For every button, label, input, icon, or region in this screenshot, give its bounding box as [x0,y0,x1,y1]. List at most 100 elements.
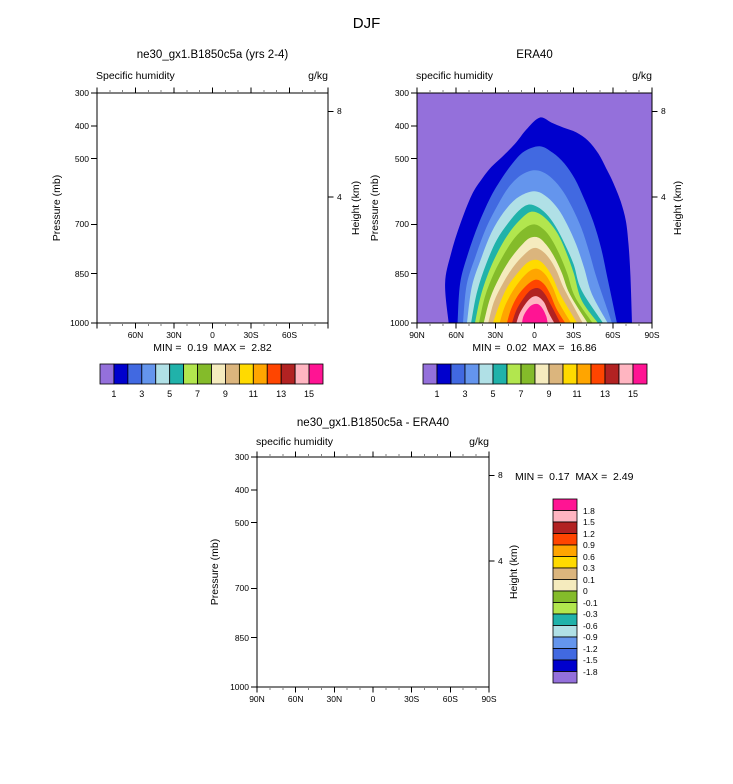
era40-units-label: g/kg [632,70,652,82]
era40-pressure-tick-label: 850 [394,268,409,279]
diff-legend-tick-label: -0.9 [583,631,598,642]
model-colorbar-tick-label: 7 [195,389,201,399]
diff-pressure-tick-label: 400 [234,484,249,495]
model-units-label: g/kg [308,70,328,82]
diff-legend-tick-label: -0.3 [583,608,598,619]
era40-lat-tick-label: 30S [566,330,582,340]
diff-legend-tick-label: 0 [583,585,588,596]
diff-legend-tick-label: -1.5 [583,654,598,665]
era40-pressure-tick-label: 500 [394,153,409,164]
model-lat-tick-label: 30N [166,330,182,340]
diff-pressure-tick-label: 500 [234,517,249,528]
model-height-tick-label: 4 [337,191,342,202]
model-pressure-axis-label: Pressure (mb) [50,174,63,242]
model-lat-tick-label: 30S [243,330,259,340]
diff-lat-tick-label: 60N [287,694,304,704]
era40-lat-tick-label: 90N [409,330,425,340]
diff-height-tick-label: 8 [498,470,503,481]
model-pressure-tick-label: 400 [74,120,89,131]
era40-pressure-axis-label: Pressure (mb) [368,174,381,242]
era40-variable-label: specific humidity [416,70,494,82]
model-colorbar-tick-label: 9 [222,389,228,399]
diff-pressure-axis-label: Pressure (mb) [208,538,221,606]
model-colorbar-tick-label: 1 [111,389,117,399]
model-lat-tick-label: 60S [281,330,298,340]
diff-legend-tick-label: -1.8 [583,666,598,677]
diff-lat-tick-label: 30S [404,694,420,704]
diff-panel-title: ne30_gx1.B1850c5a - ERA40 [296,417,450,429]
diff-pressure-tick-label: 1000 [230,681,249,692]
diff-height-tick-label: 4 [498,555,503,566]
diff-pressure-tick-label: 300 [234,451,249,462]
model-pressure-tick-label: 1000 [70,317,89,328]
era40-minmax-stats: MIN = 0.02 MAX = 16.86 [472,342,597,354]
diff-minmax-stats: MIN = 0.17 MAX = 2.49 [515,471,634,483]
diff-legend-tick-label: 1.5 [583,516,595,527]
diff-legend-tick-label: 0.3 [583,562,595,573]
era40-lat-tick-label: 30N [487,330,504,340]
era40-colorbar-tick-label: 9 [546,389,552,399]
model-colorbar-tick-label: 5 [167,389,173,399]
diff-legend-tick-label: -1.2 [583,643,598,654]
era40-lat-tick-label: 0 [532,330,537,340]
era40-panel-title: ERA40 [516,49,553,61]
model-variable-label: Specific humidity [96,70,175,82]
model-pressure-tick-label: 500 [74,153,89,164]
diff-lat-tick-label: 0 [370,694,376,704]
diff-legend-tick-label: 0.1 [583,574,595,585]
era40-pressure-tick-label: 400 [394,120,409,131]
page-title: DJF [352,15,381,32]
era40-height-axis-label: Height (km) [671,180,684,236]
era40-colorbar [422,363,648,385]
diff-pressure-tick-label: 700 [234,583,249,594]
era40-colorbar-tick-label: 5 [490,389,496,399]
era40-colorbar-tick-label: 13 [599,389,611,399]
diff-legend-tick-label: -0.6 [583,620,598,631]
diff-legend-tick-label: 1.2 [583,528,595,539]
diff-lat-tick-label: 90N [249,694,265,704]
model-colorbar-tick-label: 15 [304,389,315,399]
model-panel-axes [91,87,334,329]
model-pressure-tick-label: 300 [74,87,89,98]
diff-legend-tick-label: 0.6 [583,551,595,562]
diff-lat-tick-label: 90S [481,694,497,704]
diff-pressure-tick-label: 850 [234,632,249,643]
diff-colorbar [552,498,578,684]
era40-height-tick-label: 4 [661,191,666,202]
era40-pressure-tick-label: 1000 [390,317,409,328]
model-lat-tick-label: 60N [127,330,144,340]
era40-contours [417,93,652,323]
diff-variable-label: specific humidity [256,436,334,448]
model-colorbar-tick-label: 11 [248,389,258,399]
era40-colorbar-tick-label: 1 [434,389,440,399]
era40-lat-tick-label: 60N [448,330,464,340]
diff-legend-tick-label: 0.9 [583,539,595,550]
era40-pressure-tick-label: 700 [394,219,409,230]
model-panel-title: ne30_gx1.B1850c5a (yrs 2-4) [136,49,289,61]
model-pressure-tick-label: 850 [74,268,89,279]
model-lat-tick-label: 0 [210,330,215,340]
model-colorbar [99,363,324,385]
era40-lat-tick-label: 90S [644,330,660,340]
model-pressure-tick-label: 700 [74,219,89,230]
era40-height-tick-label: 8 [661,106,666,117]
era40-colorbar-tick-label: 7 [518,389,524,399]
diff-legend-tick-label: 1.8 [583,505,595,516]
model-minmax-stats: MIN = 0.19 MAX = 2.82 [153,342,272,354]
diff-lat-tick-label: 30N [326,694,343,704]
era40-colorbar-tick-label: 3 [462,389,468,399]
era40-pressure-tick-label: 300 [394,87,409,98]
era40-panel-axes [411,87,658,329]
diff-lat-tick-label: 60S [442,694,458,704]
era40-lat-tick-label: 60S [605,330,621,340]
diff-height-axis-label: Height (km) [507,544,520,600]
model-colorbar-tick-label: 3 [139,389,145,399]
era40-colorbar-tick-label: 15 [627,389,639,399]
diff-units-label: g/kg [469,436,489,448]
model-colorbar-tick-label: 13 [276,389,287,399]
diff-legend-tick-label: -0.1 [583,597,598,608]
era40-colorbar-tick-label: 11 [572,389,582,399]
diff-panel-axes [251,451,495,693]
